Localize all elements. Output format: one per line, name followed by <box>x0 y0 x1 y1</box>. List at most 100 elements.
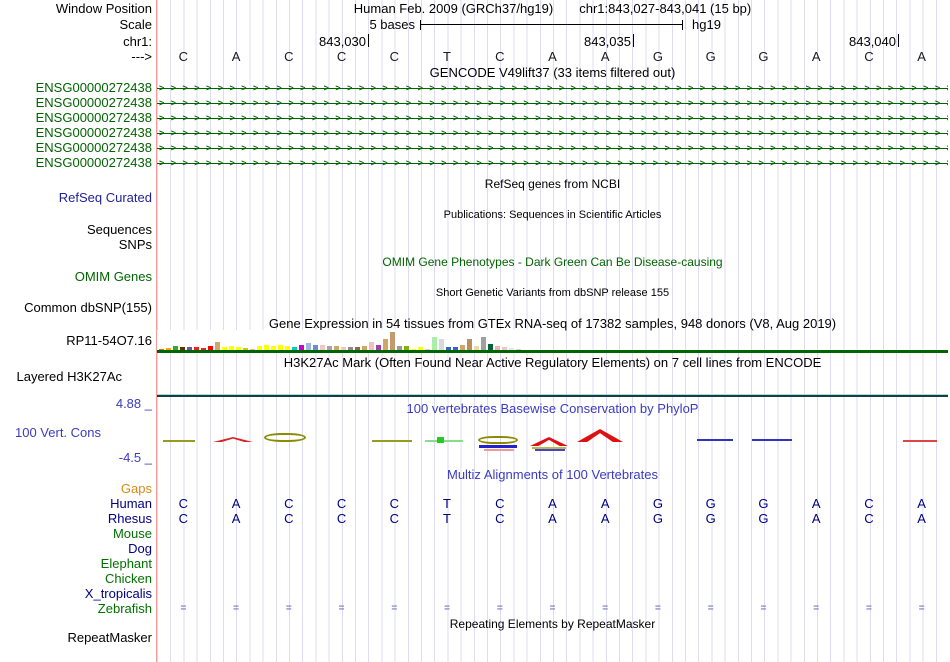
gtex-tissue-bar <box>383 339 388 351</box>
multiz-zebrafish-gap-mark: = <box>813 603 820 614</box>
gencode-gene-row[interactable]: >>>>>>>>>>>>>>>>>>>>>>>>>>>>>>>>>>>>>>>>… <box>157 142 948 155</box>
track-label-ensg00000272438[interactable]: ENSG00000272438 <box>35 110 152 125</box>
track-label-x-tropicalis[interactable]: X_tropicalis <box>84 586 152 601</box>
track-label-4-88-[interactable]: 4.88 _ <box>115 396 152 411</box>
gtex-tissue-bar <box>313 345 318 351</box>
multiz-human-base: C <box>495 496 505 511</box>
gtex-tissue-bar <box>502 347 507 351</box>
scale-bar-right-cap <box>682 20 683 30</box>
multiz-rhesus-base: C <box>864 511 874 526</box>
gtex-tissue-bar <box>509 348 514 351</box>
gene-intron-line <box>157 88 948 89</box>
ruler-tick-mark <box>898 34 899 47</box>
track-label-sequences[interactable]: Sequences <box>86 222 152 237</box>
multiz-human-base: A <box>811 496 821 511</box>
gene-intron-line <box>157 133 948 134</box>
track-area-left-border <box>156 0 157 662</box>
track-label-dog[interactable]: Dog <box>128 541 152 556</box>
track-label--4-5-[interactable]: -4.5 _ <box>118 450 152 465</box>
multiz-zebrafish-gap-mark: = <box>655 603 661 614</box>
multiz-human-base: G <box>652 496 664 511</box>
multiz-rhesus-base: A <box>811 511 821 526</box>
gene-intron-line <box>157 163 948 164</box>
gtex-tissue-bar <box>460 345 465 351</box>
track-label-zebrafish[interactable]: Zebrafish <box>97 601 152 616</box>
gtex-tissue-bar <box>278 345 283 351</box>
multiz-rhesus-base: A <box>548 511 557 526</box>
track-label-snps[interactable]: SNPs <box>118 237 152 252</box>
multiz-rhesus-base: C <box>336 511 347 526</box>
track-label--[interactable]: ---> <box>131 49 152 64</box>
gtex-tissue-bar <box>369 342 374 351</box>
multiz-zebrafish-gap-mark: = <box>549 603 556 614</box>
track-label-mouse[interactable]: Mouse <box>112 526 152 541</box>
strand-direction-arrows: >>>>>>>>>>>>>>>>>>>>>>>>>>>>>>>>>>>>>>>>… <box>159 143 948 153</box>
ruler-position-label: 843,040 <box>849 34 896 49</box>
track-label-gaps[interactable]: Gaps <box>120 481 152 496</box>
track-label-ensg00000272438[interactable]: ENSG00000272438 <box>35 125 152 140</box>
gtex-tissue-bar <box>257 346 262 351</box>
gencode-gene-row[interactable]: >>>>>>>>>>>>>>>>>>>>>>>>>>>>>>>>>>>>>>>>… <box>157 127 948 140</box>
gtex-tissue-bar <box>362 346 367 351</box>
gencode-gene-row[interactable]: >>>>>>>>>>>>>>>>>>>>>>>>>>>>>>>>>>>>>>>>… <box>157 157 948 170</box>
multiz-zebrafish-gap-mark: = <box>338 603 345 614</box>
conservation-dash <box>752 439 792 441</box>
multiz-rhesus-base: C <box>495 511 505 526</box>
conservation-dash <box>479 445 517 448</box>
track-label-rp11-54o7-16[interactable]: RP11-54O7.16 <box>66 333 152 348</box>
ruler-base-letter: A <box>600 49 610 64</box>
ruler-base-letter: A <box>811 49 821 64</box>
track-label-elephant[interactable]: Elephant <box>100 556 152 571</box>
track-label-human[interactable]: Human <box>110 496 152 511</box>
conservation-dash <box>532 447 566 449</box>
gtex-tissue-bar <box>397 346 402 351</box>
track-label-common-dbsnp-155-[interactable]: Common dbSNP(155) <box>24 300 152 315</box>
track-label-scale[interactable]: Scale <box>119 17 152 32</box>
track-label-ensg00000272438[interactable]: ENSG00000272438 <box>35 80 152 95</box>
strand-direction-arrows: >>>>>>>>>>>>>>>>>>>>>>>>>>>>>>>>>>>>>>>>… <box>159 113 948 123</box>
multiz-zebrafish-gap-mark: = <box>391 603 398 614</box>
track-title: OMIM Gene Phenotypes - Dark Green Can Be… <box>382 255 723 269</box>
track-label-omim-genes[interactable]: OMIM Genes <box>74 269 152 284</box>
gtex-tissue-bar <box>299 345 304 351</box>
track-label-ensg00000272438[interactable]: ENSG00000272438 <box>35 140 152 155</box>
gtex-tissue-bar <box>341 347 346 351</box>
gencode-gene-row[interactable]: >>>>>>>>>>>>>>>>>>>>>>>>>>>>>>>>>>>>>>>>… <box>157 82 948 95</box>
track-label-ensg00000272438[interactable]: ENSG00000272438 <box>35 95 152 110</box>
track-label-chr1-[interactable]: chr1: <box>123 34 152 49</box>
multiz-rhesus-base: C <box>389 511 399 526</box>
multiz-human-base: A <box>231 496 241 511</box>
multiz-rhesus-base: A <box>600 511 610 526</box>
multiz-human-base: G <box>705 496 716 511</box>
conservation-dash <box>535 449 565 451</box>
multiz-rhesus-base: G <box>705 511 716 526</box>
track-label-refseq-curated[interactable]: RefSeq Curated <box>58 190 152 205</box>
track-label-layered-h3k27ac[interactable]: Layered H3K27Ac <box>16 369 122 384</box>
conservation-dash <box>697 439 733 441</box>
multiz-human-base: C <box>178 496 189 511</box>
track-label-repeatmasker[interactable]: RepeatMasker <box>67 630 152 645</box>
ruler-base-letter: C <box>389 49 399 64</box>
scale-bar-line <box>420 24 682 25</box>
gtex-tissue-bar <box>481 337 486 351</box>
gtex-tissue-bar <box>271 346 276 351</box>
track-label-chicken[interactable]: Chicken <box>105 571 152 586</box>
track-label-window-position[interactable]: Window Position <box>55 1 152 16</box>
gtex-tissue-bar <box>432 337 437 351</box>
multiz-human-base: A <box>917 496 926 511</box>
multiz-rhesus-base: A <box>917 511 926 526</box>
multiz-zebrafish-gap-mark: = <box>707 603 714 614</box>
ruler-position-label: 843,030 <box>319 34 366 49</box>
gtex-tissue-bar <box>327 346 332 351</box>
gencode-gene-row[interactable]: >>>>>>>>>>>>>>>>>>>>>>>>>>>>>>>>>>>>>>>>… <box>157 112 948 125</box>
gencode-gene-row[interactable]: >>>>>>>>>>>>>>>>>>>>>>>>>>>>>>>>>>>>>>>>… <box>157 97 948 110</box>
gtex-tissue-bar <box>243 348 248 351</box>
track-label-ensg00000272438[interactable]: ENSG00000272438 <box>35 155 152 170</box>
track-label-rhesus[interactable]: Rhesus <box>107 511 152 526</box>
conservation-dash <box>163 440 195 442</box>
ruler-base-letter: A <box>917 49 926 64</box>
multiz-rhesus-base: G <box>652 511 664 526</box>
gtex-tissue-bar <box>236 347 241 351</box>
track-label-100-vert-cons[interactable]: 100 Vert. Cons <box>15 425 101 440</box>
